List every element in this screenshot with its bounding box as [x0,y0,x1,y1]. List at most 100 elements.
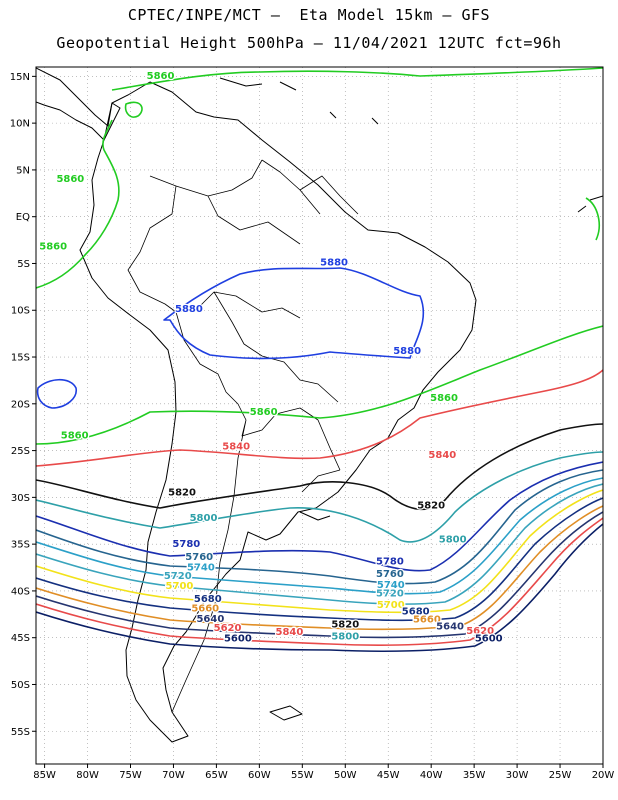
lat-tick-label: 50S [11,680,30,691]
contour-line [36,497,603,622]
contour-line [36,369,603,467]
falkland-islands [269,705,303,721]
contour-label: 5860 [39,241,67,252]
lat-tick-label: 35S [11,540,30,551]
contour-label: 5680 [402,606,430,617]
contour-line [111,67,603,91]
lat-lon-grid [36,67,604,764]
contour-label: 5780 [172,539,200,550]
contour-line [36,489,603,614]
country-borders [127,159,359,713]
lat-tick-label: 40S [11,586,30,597]
lon-tick-label: 30W [506,770,529,781]
river-plate [299,511,331,521]
contour-label: 5780 [376,557,404,568]
contour-label: 5880 [393,346,421,357]
lon-tick-label: 65W [205,770,228,781]
map-frame [35,66,604,765]
contour-label: 5760 [376,569,404,580]
contour-label: 5800 [331,632,359,643]
contour-label: 5840 [222,442,250,453]
contour-label: 5860 [56,174,84,185]
contour-label: 5760 [185,552,213,563]
contour-label: 5600 [224,633,252,644]
contour-label: 5620 [466,626,494,637]
contour-label: 5680 [194,594,222,605]
contour-label: 5840 [428,450,456,461]
contour-label: 5860 [430,393,458,404]
contour-line [163,267,425,360]
contour-line [36,523,603,652]
lon-tick-label: 75W [119,770,142,781]
contour-line [124,101,143,118]
contour-line [36,423,603,511]
lat-tick-label: 5S [17,259,30,270]
contour-line [36,483,603,605]
lon-tick-label: 35W [463,770,486,781]
contour-label: 5860 [250,407,278,418]
contour-label: 5700 [377,600,405,611]
contour-label: 5620 [214,623,242,634]
lon-tick-label: 70W [162,770,185,781]
contour-label: 5820 [331,619,359,630]
lat-tick-label: 10S [11,306,30,317]
lat-tick-label: 25S [11,446,30,457]
contour-label: 5740 [187,562,215,573]
caribbean-islands [219,77,603,213]
lon-tick-label: 40W [420,770,443,781]
lat-tick-label: 20S [11,399,30,410]
lat-tick-label: 5N [16,165,30,176]
contour-line [36,517,603,646]
lon-tick-label: 20W [592,770,615,781]
contour-line [36,477,603,595]
lat-tick-label: EQ [16,212,30,223]
coastlines-and-borders [36,67,603,743]
lon-tick-label: 45W [377,770,400,781]
lat-tick-label: 55S [11,727,30,738]
lat-tick-label: 30S [11,493,30,504]
contour-label: 5860 [61,430,89,441]
contour-label: 5700 [166,581,194,592]
axis-ticks: 15N 10N 5N EQ 5S 10S 15S 20S 25S 30S 35S 40S 45S 50S 5… [10,72,615,781]
contour-label: 5720 [164,571,192,582]
lon-tick-label: 80W [76,770,99,781]
central-america-coastline [36,67,121,141]
lon-tick-label: 50W [334,770,357,781]
lon-tick-label: 55W [291,770,314,781]
lat-tick-label: 15N [10,72,30,83]
contour-label: 5880 [320,257,348,268]
contour-line [36,461,603,572]
lon-tick-label: 85W [33,770,56,781]
contour-label: 5820 [417,501,445,512]
south-america-coastline [79,81,477,743]
contour-line [36,119,120,289]
contour-label: 5660 [413,615,441,626]
contour-label: 5800 [190,513,218,524]
contour-label: 5800 [439,534,467,545]
contour-line [585,197,600,241]
contour-line [36,325,603,445]
lat-tick-label: 15S [11,353,30,364]
contour-label: 5660 [191,604,219,615]
contour-line [36,511,603,639]
contour-label: 5740 [377,580,405,591]
contour-line [36,505,603,631]
contour-label: 5840 [276,627,304,638]
geopotential-contours [36,67,603,652]
map-title: CPTEC/INPE/MCT – Eta Model 15km – GFS [127,6,491,24]
contour-line [36,451,603,543]
contour-label: 5600 [475,633,503,644]
contour-label: 5860 [147,71,175,82]
contour-label: 5820 [168,487,196,498]
lat-tick-label: 10N [10,119,30,130]
contour-label: 5640 [436,621,464,632]
contour-label: 5720 [376,589,404,600]
contour-line [36,378,77,409]
contour-label: 5640 [196,614,224,625]
contour-line [36,469,603,585]
map-subtitle: Geopotential Height 500hPa – 11/04/2021 … [56,34,562,52]
lat-tick-label: 45S [11,633,30,644]
contour-label: 5880 [175,304,203,315]
